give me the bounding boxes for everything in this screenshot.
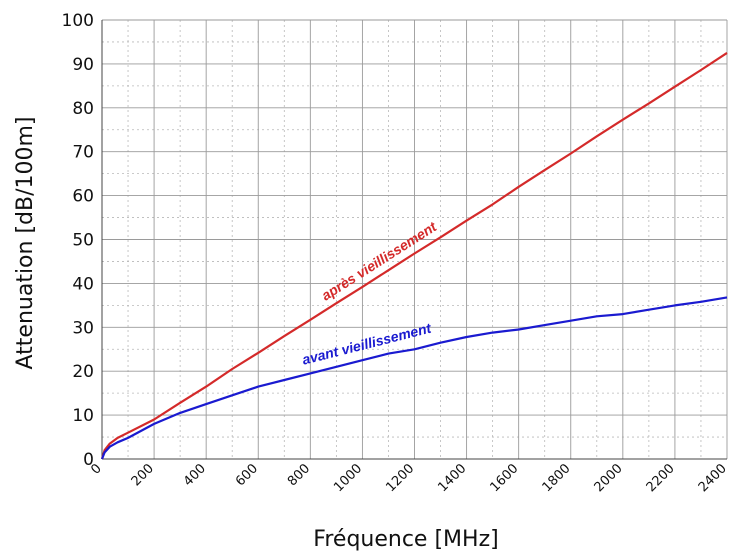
x-tick-label: 1400 [435, 461, 469, 495]
y-tick-label: 10 [72, 406, 94, 426]
x-tick-label: 200 [129, 461, 157, 489]
y-tick-label: 20 [72, 362, 94, 382]
x-tick-label: 800 [285, 461, 313, 489]
y-tick-label: 70 [72, 143, 94, 163]
series-line-avant [100, 296, 728, 460]
x-tick-label: 400 [181, 461, 209, 489]
x-axis-title: Fréquence [MHz] [313, 527, 498, 552]
series-line-apres [100, 51, 728, 460]
x-tick-label: 1800 [540, 461, 574, 495]
y-tick-label: 60 [72, 187, 94, 207]
y-tick-label: 0 [83, 450, 94, 470]
series-label-avant: avant vieillissement [300, 319, 433, 367]
y-tick-label: 30 [72, 318, 94, 338]
y-axis-title: Attenuation [dB/100m] [13, 116, 38, 369]
x-tick-label: 1200 [383, 461, 417, 495]
x-tick-label: 1600 [487, 461, 521, 495]
y-tick-label: 40 [72, 274, 94, 294]
x-tick-label: 600 [233, 461, 261, 489]
series-group [100, 51, 728, 460]
x-tick-label: 2200 [644, 461, 678, 495]
y-tick-label: 90 [72, 55, 94, 75]
y-tick-label: 100 [62, 11, 94, 31]
y-tick-label: 50 [72, 231, 94, 251]
y-tick-label: 80 [72, 99, 94, 119]
x-tick-label: 2000 [592, 461, 626, 495]
x-tick-label: 2400 [696, 461, 730, 495]
x-tick-label: 0 [88, 461, 104, 477]
x-tick-label: 1000 [331, 461, 365, 495]
